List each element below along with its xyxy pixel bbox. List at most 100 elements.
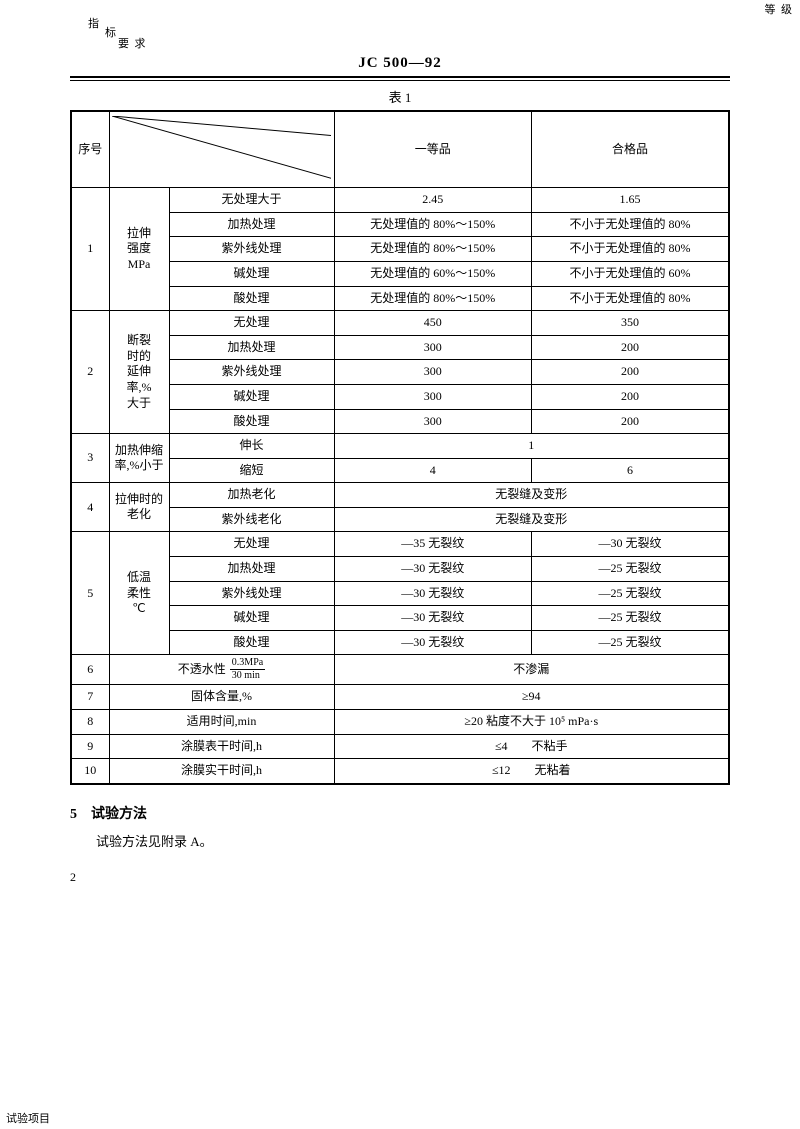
table-row: 紫外线老化无裂缝及变形	[71, 507, 729, 532]
cell: 碱处理	[169, 606, 334, 631]
cell: —25 无裂纹	[532, 557, 730, 582]
th-seq: 序号	[71, 111, 109, 188]
th-grade-b: 合格品	[532, 111, 730, 188]
cell: 无处理值的 80%～150%	[334, 237, 532, 262]
cell: —35 无裂纹	[334, 532, 532, 557]
cell: 4	[334, 458, 532, 483]
cell: 1	[71, 188, 109, 311]
diag-test-item: 试验项目	[6, 1112, 50, 1126]
cell: 6	[71, 655, 109, 685]
table-row: 10涂膜实干时间,h≤12 无粘着	[71, 759, 729, 784]
cell: —25 无裂纹	[532, 630, 730, 655]
table-row: 紫外线处理300200	[71, 360, 729, 385]
cell: 2	[71, 311, 109, 434]
cell: 加热老化	[169, 483, 334, 508]
frac-top: 0.3MPa	[230, 657, 265, 670]
table-row: 1 拉伸 强度 MPa 无处理大于 2.45 1.65	[71, 188, 729, 213]
diagonal-lines-icon	[112, 116, 332, 179]
cell: 无处理	[169, 532, 334, 557]
section-5-text: 试验方法见附录 A。	[96, 831, 730, 850]
table-header-row: 序号 等 级 指 标 要 求 试验项目 一等品 合格品	[71, 111, 729, 188]
cell: 5	[71, 532, 109, 655]
frac-bot: 30 min	[230, 670, 265, 682]
cell: 300	[334, 360, 532, 385]
cell: —30 无裂纹	[334, 630, 532, 655]
cell-label: 不透水性	[178, 662, 226, 678]
table-row: 3 加热伸缩 率,%小于 伸长 1	[71, 434, 729, 459]
cell: ≥94	[334, 685, 729, 710]
rule-thick	[70, 76, 730, 78]
cell: —30 无裂纹	[334, 557, 532, 582]
cell: —25 无裂纹	[532, 581, 730, 606]
cell: 不小于无处理值的 80%	[532, 237, 730, 262]
table-row: 加热处理—30 无裂纹—25 无裂纹	[71, 557, 729, 582]
table-row: 7固体含量,%≥94	[71, 685, 729, 710]
cell: 300	[334, 335, 532, 360]
cell: 6	[532, 458, 730, 483]
cell: 缩短	[169, 458, 334, 483]
cell: 加热处理	[169, 212, 334, 237]
cell: 无裂缝及变形	[334, 507, 729, 532]
cell: 300	[334, 409, 532, 434]
cell: 7	[71, 685, 109, 710]
cell: 酸处理	[169, 630, 334, 655]
cell: 加热伸缩 率,%小于	[109, 434, 169, 483]
table-row: 紫外线处理无处理值的 80%～150%不小于无处理值的 80%	[71, 237, 729, 262]
table-row: 缩短46	[71, 458, 729, 483]
diag-index: 指	[88, 17, 99, 31]
doc-number: JC 500—92	[70, 55, 730, 76]
table-row: 紫外线处理—30 无裂纹—25 无裂纹	[71, 581, 729, 606]
cell: 无处理值的 80%～150%	[334, 212, 532, 237]
cell: 碱处理	[169, 384, 334, 409]
table-row: 碱处理300200	[71, 384, 729, 409]
cell: 无处理值的 80%～150%	[334, 286, 532, 311]
cell: 紫外线处理	[169, 360, 334, 385]
cell: 200	[532, 360, 730, 385]
cell: 无处理值的 60%～150%	[334, 261, 532, 286]
cell: —25 无裂纹	[532, 606, 730, 631]
table-row: 6 不透水性 0.3MPa 30 min 不渗漏	[71, 655, 729, 685]
cell: 酸处理	[169, 409, 334, 434]
cell: 3	[71, 434, 109, 483]
cell: 200	[532, 409, 730, 434]
cell: 450	[334, 311, 532, 336]
cell: 1	[334, 434, 729, 459]
table-row: 加热处理300200	[71, 335, 729, 360]
cell: —30 无裂纹	[334, 581, 532, 606]
cell: 紫外线处理	[169, 581, 334, 606]
table-caption: 表 1	[70, 81, 730, 110]
cell: 9	[71, 734, 109, 759]
cell: 300	[334, 384, 532, 409]
cell: 适用时间,min	[109, 710, 334, 735]
table-row: 5 低温 柔性 ℃ 无处理 —35 无裂纹 —30 无裂纹	[71, 532, 729, 557]
cell: 不小于无处理值的 80%	[532, 212, 730, 237]
page-number: 2	[70, 870, 730, 885]
cell: 200	[532, 335, 730, 360]
th-grade-a: 一等品	[334, 111, 532, 188]
spec-table: 序号 等 级 指 标 要 求 试验项目 一等品 合格品 1 拉伸 强度 MPa …	[70, 110, 730, 785]
cell: 350	[532, 311, 730, 336]
table-row: 9涂膜表干时间,h≤4 不粘手	[71, 734, 729, 759]
cell: 伸长	[169, 434, 334, 459]
table-row: 酸处理—30 无裂纹—25 无裂纹	[71, 630, 729, 655]
cell: 不透水性 0.3MPa 30 min	[109, 655, 334, 685]
cell: 拉伸 强度 MPa	[109, 188, 169, 311]
table-row: 碱处理—30 无裂纹—25 无裂纹	[71, 606, 729, 631]
cell: 200	[532, 384, 730, 409]
th-diagonal: 等 级 指 标 要 求 试验项目	[109, 111, 334, 188]
table-row: 加热处理无处理值的 80%～150%不小于无处理值的 80%	[71, 212, 729, 237]
table-row: 2 断裂 时的 延伸 率,% 大于 无处理 450 350	[71, 311, 729, 336]
cell: ≥20 粘度不大于 10⁵ mPa·s	[334, 710, 729, 735]
cell: 碱处理	[169, 261, 334, 286]
cell: —30 无裂纹	[532, 532, 730, 557]
diag-req: 要 求	[118, 37, 146, 51]
cell: 紫外线老化	[169, 507, 334, 532]
table-row: 酸处理300200	[71, 409, 729, 434]
table-row: 酸处理无处理值的 80%～150%不小于无处理值的 80%	[71, 286, 729, 311]
diag-grade: 等 级	[765, 3, 793, 17]
cell: 涂膜表干时间,h	[109, 734, 334, 759]
cell: 紫外线处理	[169, 237, 334, 262]
cell: 涂膜实干时间,h	[109, 759, 334, 784]
table-row: 8适用时间,min≥20 粘度不大于 10⁵ mPa·s	[71, 710, 729, 735]
cell: 无裂缝及变形	[334, 483, 729, 508]
